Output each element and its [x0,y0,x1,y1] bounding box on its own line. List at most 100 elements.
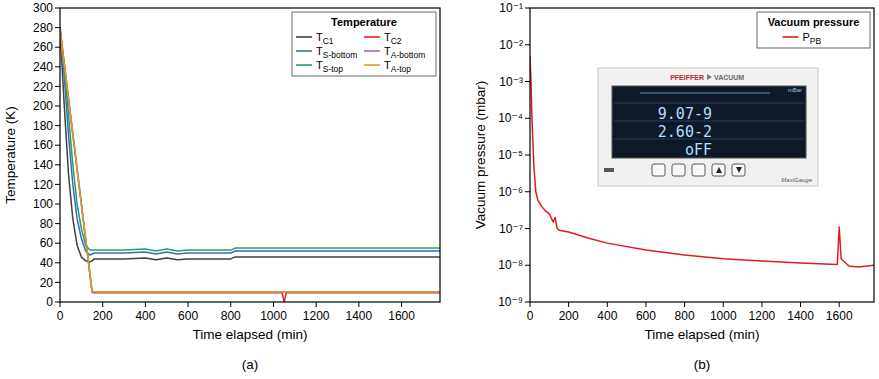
x-tick-label: 600 [178,309,198,323]
legend-swatch [296,64,312,66]
button-icon [736,167,742,173]
legend-swatch [364,50,380,52]
x-tick-label: 600 [636,309,656,323]
inset-brand: MaxiGauge [781,177,812,183]
x-tick [723,302,724,307]
y-tick-label: 180 [33,119,53,133]
y-tick [55,86,60,87]
x-tick-label: 1400 [346,309,373,323]
y-tick [525,8,530,9]
y-tick-label: 120 [33,178,53,192]
y-tick-label: 10⁻⁷ [499,222,523,236]
y-tick-label: 10⁻⁶ [498,185,523,199]
inset-panel [598,68,818,186]
y-tick-label: 0 [46,295,53,309]
legend-title: Vacuum pressure [768,16,860,28]
y-tick [525,118,530,119]
inset-logo: PFEIFFER [670,74,704,81]
y-tick-label: 10⁻⁴ [498,111,523,125]
legend-box [757,12,870,48]
y-tick-label: 10⁻⁵ [498,148,523,162]
legend-swatch [364,64,380,66]
inset-logo: VACUUM [714,74,744,81]
button-icon [716,167,722,173]
inset-button [672,164,685,176]
y-tick [525,265,530,266]
x-tick-label: 1000 [260,309,287,323]
legend-label: TC2 [384,31,402,46]
data-lines [530,56,874,267]
y-tick-label: 80 [40,217,54,231]
x-tick-label: 800 [675,309,695,323]
x-tick [800,302,801,307]
y-tick [525,191,530,192]
y-tick [55,204,60,205]
x-tick-label: 1200 [303,309,330,323]
x-tick-label: 800 [221,309,241,323]
x-tick [145,302,146,307]
x-tick [761,302,762,307]
legend: TemperatureTC1TC2TS-bottomTA-bottomTS-to… [292,12,436,76]
inset-button [732,164,745,176]
legend-label: TA-bottom [384,45,425,60]
y-tick [525,81,530,82]
x-tick-label: 200 [559,309,579,323]
legend-label: TA-top [384,59,411,74]
inset-screen [612,86,806,158]
x-axis-title: Time elapsed (min) [644,327,759,342]
legend-label: TS-bottom [316,45,357,60]
x-tick [839,302,840,307]
y-tick [55,184,60,185]
y-tick [525,302,530,303]
y-tick-label: 100 [33,197,53,211]
x-tick [684,302,685,307]
y-tick-label: 10⁻⁸ [498,258,523,272]
y-axis-title: Vacuum pressure (mbar) [473,81,488,229]
x-tick [568,302,569,307]
legend-swatch [296,36,312,38]
y-tick-label: 10⁻³ [499,75,523,89]
x-axis-title: Time elapsed (min) [192,327,307,342]
x-tick [530,302,531,307]
y-tick [55,164,60,165]
y-tick [55,145,60,146]
x-tick-label: 1600 [826,309,853,323]
legend-label: TS-top [316,59,343,74]
y-tick-label: 260 [33,40,53,54]
x-tick [60,302,61,307]
y-axis-title: Temperature (K) [3,106,18,204]
y-tick-label: 220 [33,80,53,94]
inset-unit: mBar [788,87,802,93]
y-tick-label: 40 [40,256,54,270]
x-tick-label: 1200 [749,309,776,323]
inset-reading: 9.07-9 [658,105,712,123]
y-tick-label: 280 [33,21,53,35]
x-tick-label: 400 [135,309,155,323]
x-tick-label: 1600 [388,309,415,323]
x-tick-label: 200 [93,309,113,323]
series-line [530,56,874,267]
legend-swatch [364,36,380,38]
y-tick [55,106,60,107]
usb-port [604,168,614,172]
x-tick-label: 1400 [787,309,814,323]
inset-button [652,164,665,176]
y-tick-label: 60 [40,236,54,250]
plot-frame [530,8,874,302]
legend-swatch [296,50,312,52]
y-tick [525,228,530,229]
y-tick-label: 300 [33,1,53,15]
y-tick [525,44,530,45]
chart-panel: 0200400600800100012001400160002040608010… [3,1,440,372]
x-tick-label: 400 [597,309,617,323]
x-tick [273,302,274,307]
y-tick [55,302,60,303]
y-tick [55,223,60,224]
gauge-inset: PFEIFFERVACUUMmBar9.07-92.60-2oFFMaxiGau… [598,68,818,186]
inset-button [692,164,705,176]
x-tick [230,302,231,307]
y-tick [55,66,60,67]
x-tick [102,302,103,307]
y-tick [55,262,60,263]
x-tick [607,302,608,307]
